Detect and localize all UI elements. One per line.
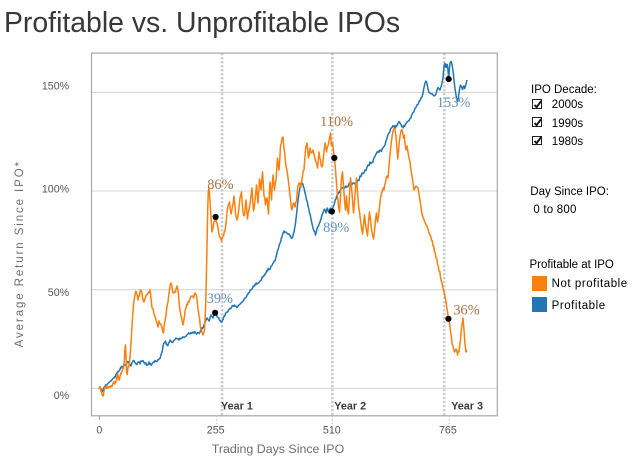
svg-text:Trading Days Since IPO: Trading Days Since IPO <box>212 442 345 456</box>
svg-text:100%: 100% <box>42 184 70 196</box>
svg-text:153%: 153% <box>437 95 470 111</box>
svg-text:510: 510 <box>323 425 341 437</box>
svg-text:89%: 89% <box>323 220 349 236</box>
svg-text:0: 0 <box>96 425 102 437</box>
svg-text:86%: 86% <box>207 177 233 193</box>
svg-text:0%: 0% <box>54 390 70 402</box>
svg-text:50%: 50% <box>48 287 70 299</box>
svg-text:110%: 110% <box>320 114 353 130</box>
svg-text:39%: 39% <box>207 291 233 307</box>
svg-text:Year 1: Year 1 <box>221 400 253 412</box>
svg-text:Year 2: Year 2 <box>334 400 366 412</box>
svg-text:765: 765 <box>439 425 457 437</box>
svg-text:Average Return Since IPO*: Average Return Since IPO* <box>14 160 26 347</box>
svg-text:255: 255 <box>207 425 225 437</box>
svg-text:150%: 150% <box>42 81 70 93</box>
svg-text:36%: 36% <box>453 302 479 318</box>
svg-text:Year 3: Year 3 <box>451 400 483 412</box>
